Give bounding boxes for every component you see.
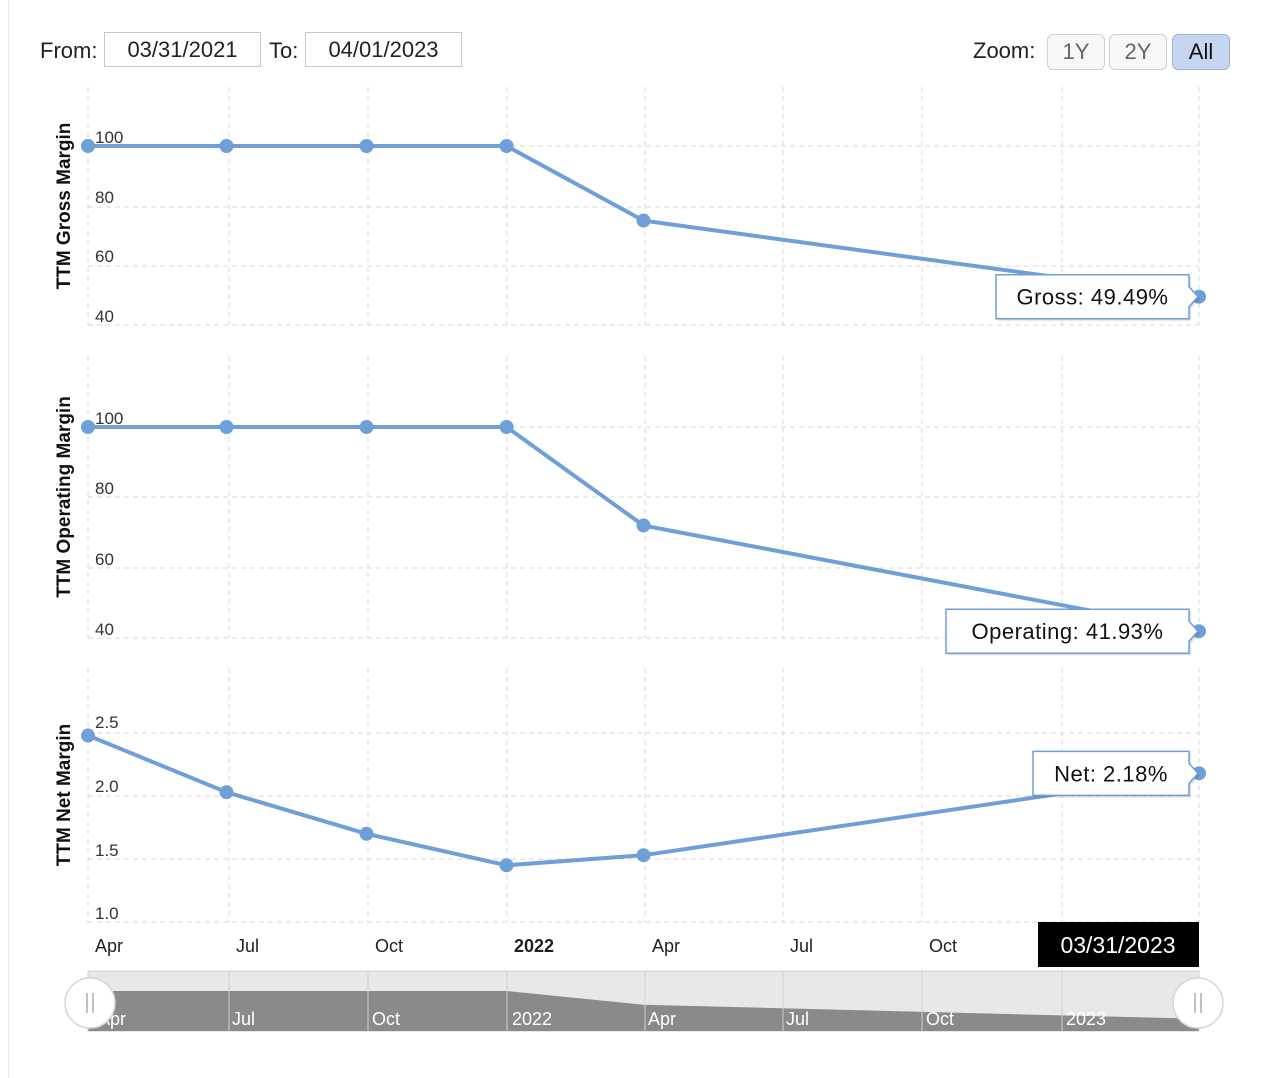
- data-point[interactable]: [81, 139, 95, 153]
- series-line: [87, 733, 1200, 868]
- y-tick-label: 40: [95, 620, 114, 639]
- from-label: From:: [40, 38, 98, 63]
- x-tick-label-year: 2022: [514, 936, 554, 956]
- x-tick-label: Jul: [236, 936, 259, 956]
- y-tick-label: 40: [95, 307, 114, 326]
- navigator-tick-label: Jul: [786, 1009, 809, 1029]
- tooltip-box: [995, 273, 1200, 320]
- data-point[interactable]: [81, 728, 95, 743]
- hover-date-label: 03/31/2023: [1060, 932, 1175, 958]
- navigator-tick-label: Apr: [648, 1009, 676, 1029]
- x-tick-label: Apr: [652, 936, 680, 956]
- data-point[interactable]: [81, 420, 95, 434]
- y-tick-label: 1.5: [95, 841, 119, 860]
- to-label: To:: [269, 38, 299, 63]
- data-point[interactable]: [219, 420, 234, 434]
- navigator-tick-label: 2023: [1066, 1009, 1106, 1029]
- data-point[interactable]: [219, 785, 234, 800]
- y-tick-label: 1.0: [95, 904, 119, 923]
- data-point[interactable]: [359, 139, 374, 153]
- navigator-tick-label: Oct: [372, 1009, 400, 1029]
- y-tick-label: 60: [95, 550, 114, 569]
- tooltip-text: Operating: 41.93%: [972, 619, 1164, 644]
- navigator-tick-label: Oct: [926, 1009, 954, 1029]
- tooltip-box: [1032, 750, 1200, 797]
- data-point[interactable]: [499, 139, 514, 153]
- data-point[interactable]: [636, 848, 651, 863]
- y-tick-label: 100: [95, 128, 123, 147]
- series-line: [88, 425, 1200, 634]
- data-point[interactable]: [359, 420, 374, 434]
- tooltip-text: Gross: 49.49%: [1016, 285, 1168, 310]
- data-point[interactable]: [636, 518, 651, 533]
- y-tick-label: 60: [95, 247, 114, 266]
- data-point[interactable]: [499, 420, 514, 434]
- tooltip-text: Net: 2.18%: [1054, 761, 1168, 786]
- x-tick-label: Oct: [375, 936, 403, 956]
- x-tick-label: Apr: [95, 936, 123, 956]
- zoom-1y-button[interactable]: 1Y: [1047, 34, 1105, 70]
- navigator-handle-left[interactable]: [64, 977, 116, 1029]
- navigator-handle-right[interactable]: [1172, 977, 1224, 1029]
- y-axis-title: TTM Gross Margin: [54, 123, 75, 290]
- from-date-input[interactable]: [104, 32, 261, 67]
- y-tick-label: 100: [95, 409, 123, 428]
- hover-date-box: [1038, 922, 1199, 967]
- data-point[interactable]: [636, 213, 651, 228]
- y-tick-label: 80: [95, 479, 114, 498]
- navigator-series-area: [88, 991, 1199, 1031]
- y-tick-label: 2.0: [95, 777, 119, 796]
- x-tick-label: Oct: [929, 936, 957, 956]
- page-border: [8, 0, 9, 1078]
- navigator-tick-label: 2022: [512, 1009, 552, 1029]
- data-point[interactable]: [359, 826, 374, 841]
- y-tick-label: 80: [95, 188, 114, 207]
- series-line: [88, 144, 1200, 299]
- navigator-tick-label: Jul: [232, 1009, 255, 1029]
- y-axis-title: TTM Net Margin: [54, 724, 75, 867]
- zoom-all-button[interactable]: All: [1172, 34, 1230, 70]
- zoom-label: Zoom:: [973, 38, 1036, 63]
- to-date-input[interactable]: [305, 32, 462, 67]
- data-point[interactable]: [219, 139, 234, 153]
- y-tick-label: 2.5: [95, 713, 119, 732]
- x-tick-label: Jul: [790, 936, 813, 956]
- y-axis-title: TTM Operating Margin: [54, 396, 75, 598]
- data-point[interactable]: [499, 858, 514, 873]
- range-selector: From: To: Zoom: 1Y 2Y All: [0, 0, 1280, 80]
- zoom-2y-button[interactable]: 2Y: [1109, 34, 1167, 70]
- tooltip-box: [945, 608, 1200, 654]
